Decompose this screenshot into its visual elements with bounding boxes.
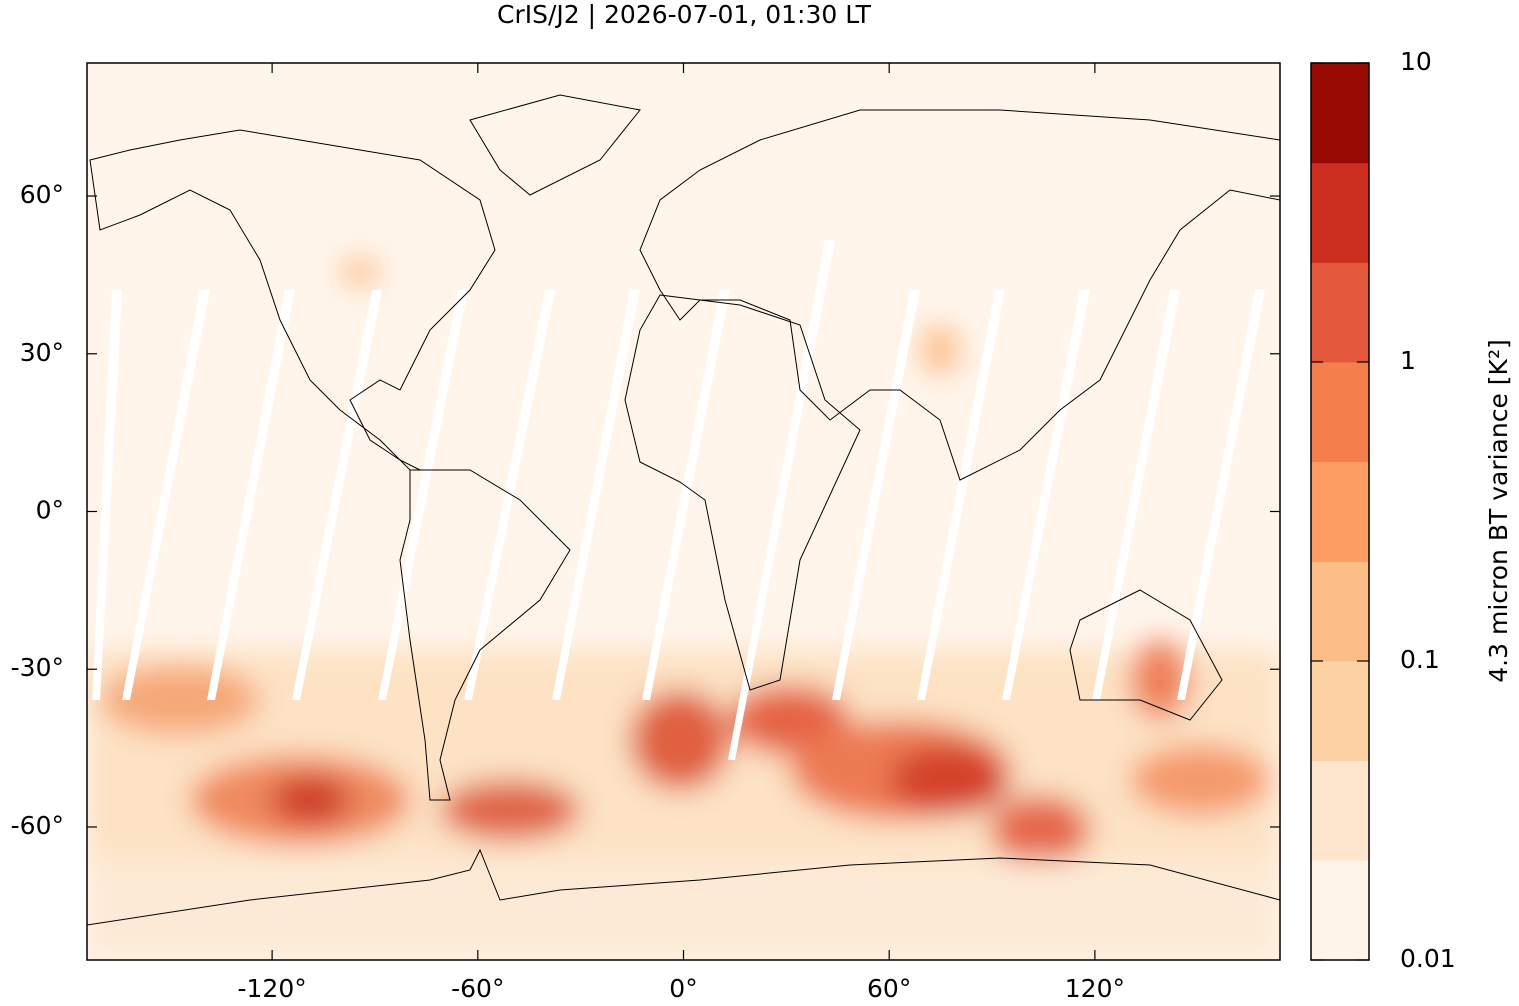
chart-title: CrIS/J2 | 2026-07-01, 01:30 LT xyxy=(497,0,872,29)
colorbar-band xyxy=(1311,661,1369,762)
y-tick-label: -30° xyxy=(11,653,64,682)
y-tick-label: 30° xyxy=(20,338,64,367)
colorbar-band xyxy=(1311,860,1369,961)
colorbar-frame xyxy=(1310,62,1370,961)
colorbar-tick-label: 10 xyxy=(1400,47,1432,76)
colorbar-band xyxy=(1311,362,1369,463)
colorbar-band xyxy=(1311,461,1369,562)
colorbar-band xyxy=(1311,63,1369,164)
colorbar: 0.01 0.1 1 10 xyxy=(1310,47,1456,973)
y-tick-label: 0° xyxy=(36,496,64,525)
axis-ticks: -120° -60° 0° 60° 120° 60° 30° 0° -30° -60° xyxy=(11,63,1280,1003)
colorbar-tick-label: 1 xyxy=(1400,346,1416,375)
colorbar-band xyxy=(1311,561,1369,662)
colorbar-band xyxy=(1311,262,1369,363)
colorbar-band xyxy=(1311,162,1369,263)
x-tick-label: 60° xyxy=(867,974,911,1002)
x-tick-label: 120° xyxy=(1065,974,1125,1002)
colorbar-label: 4.3 micron BT variance [K²] xyxy=(1484,339,1513,682)
colorbar-tick-label: 0.01 xyxy=(1400,944,1456,973)
x-tick-label: 0° xyxy=(669,974,697,1002)
y-tick-label: 60° xyxy=(20,180,64,209)
y-tick-label: -60° xyxy=(11,811,64,840)
x-tick-label: -60° xyxy=(451,974,504,1002)
coastlines xyxy=(87,94,1280,926)
colorbar-band xyxy=(1311,760,1369,861)
swath-gaps xyxy=(92,240,1265,760)
x-tick-label: -120° xyxy=(237,974,306,1002)
map-area xyxy=(87,63,1280,960)
colorbar-tick-label: 0.1 xyxy=(1400,645,1440,674)
